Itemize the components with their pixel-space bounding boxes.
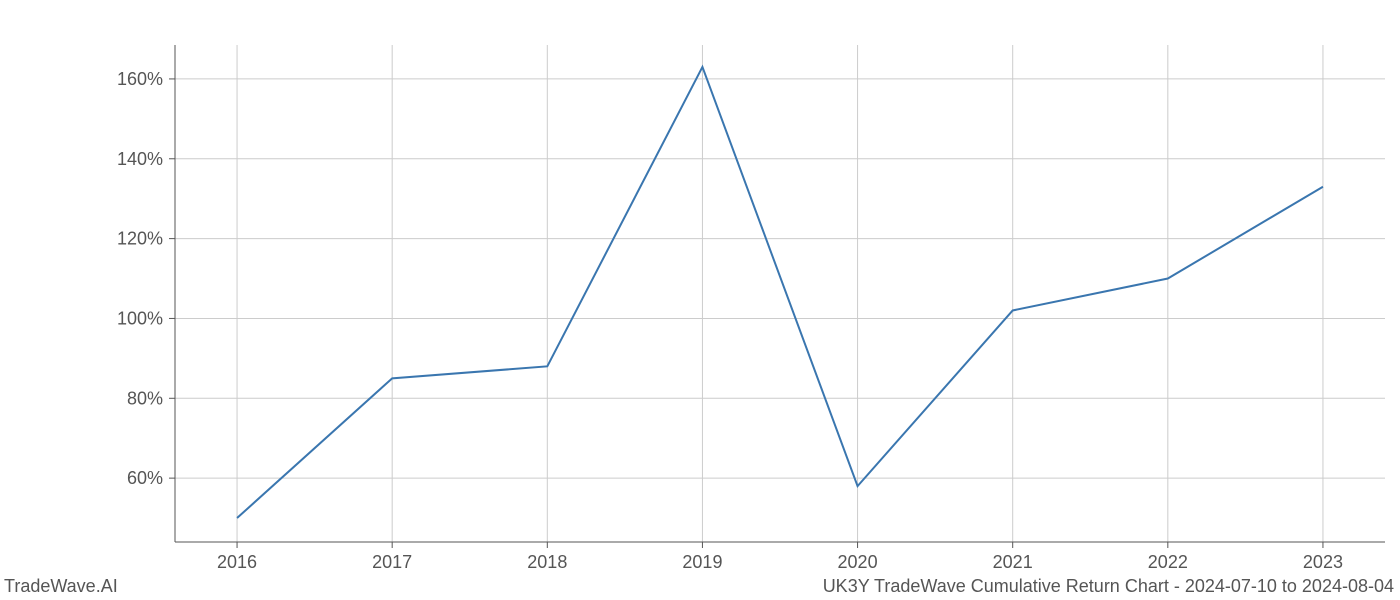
footer-left-label: TradeWave.AI [4, 576, 118, 596]
x-tick-label: 2022 [1148, 552, 1188, 572]
x-tick-label: 2023 [1303, 552, 1343, 572]
y-tick-label: 160% [117, 69, 163, 89]
y-tick-label: 120% [117, 229, 163, 249]
x-tick-label: 2020 [838, 552, 878, 572]
footer-right-label: UK3Y TradeWave Cumulative Return Chart -… [823, 576, 1394, 596]
y-tick-label: 100% [117, 308, 163, 328]
y-tick-label: 60% [127, 468, 163, 488]
x-tick-label: 2019 [682, 552, 722, 572]
x-tick-label: 2016 [217, 552, 257, 572]
chart-container: 60% 80% 100% 120% 140% 160% 2016 2017 2018 2019 20… [0, 0, 1400, 600]
line-chart: 60% 80% 100% 120% 140% 160% 2016 2017 2018 2019 20… [0, 0, 1400, 600]
data-series-line [237, 67, 1323, 518]
x-tick-label: 2018 [527, 552, 567, 572]
x-tick-label: 2021 [993, 552, 1033, 572]
y-tick-label: 80% [127, 388, 163, 408]
x-tick-label: 2017 [372, 552, 412, 572]
y-tick-label: 140% [117, 149, 163, 169]
